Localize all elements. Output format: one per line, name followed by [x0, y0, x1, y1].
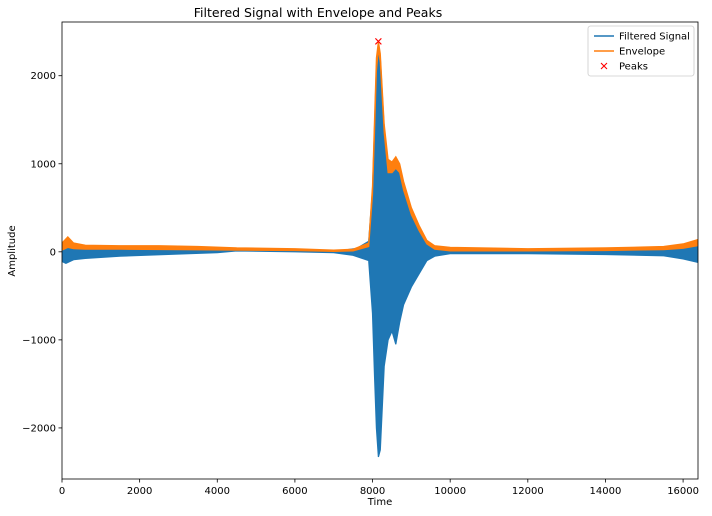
x-tick-label: 12000 — [512, 486, 544, 497]
series-layer — [62, 37, 698, 458]
legend-label-envelope: Envelope — [619, 47, 665, 58]
series-envelope — [62, 41, 698, 253]
legend-swatch-peaks — [600, 62, 608, 70]
x-tick-label: 10000 — [434, 486, 466, 497]
y-axis-ticks: −2000 −1000 0 1000 2000 — [22, 71, 62, 434]
plot-frame — [61, 21, 699, 480]
y-tick-label: 0 — [50, 247, 56, 258]
y-tick-label: 1000 — [31, 159, 56, 170]
legend-label-peaks: Peaks — [619, 62, 648, 73]
x-axis-ticks: 0 2000 4000 6000 8000 10000 12000 14000 16000 — [59, 479, 699, 497]
peak-marker — [374, 37, 382, 45]
x-tick-label: 14000 — [590, 486, 622, 497]
chart-title: Filtered Signal with Envelope and Peaks — [194, 5, 442, 20]
y-axis-label: Amplitude — [7, 225, 18, 276]
x-tick-label: 8000 — [360, 486, 385, 497]
x-tick-label: 2000 — [127, 486, 152, 497]
legend-box — [587, 25, 695, 77]
y-tick-label: 2000 — [31, 71, 56, 82]
x-axis-label: Time — [367, 497, 392, 508]
y-tick-label: −1000 — [22, 335, 56, 346]
legend-label-filtered-signal: Filtered Signal — [619, 32, 690, 43]
y-tick-label: −2000 — [22, 423, 56, 434]
x-tick-label: 6000 — [282, 486, 307, 497]
legend: Filtered Signal Envelope Peaks — [587, 25, 695, 77]
x-tick-label: 4000 — [205, 486, 230, 497]
x-tick-label: 16000 — [667, 486, 699, 497]
x-tick-label: 0 — [59, 486, 65, 497]
